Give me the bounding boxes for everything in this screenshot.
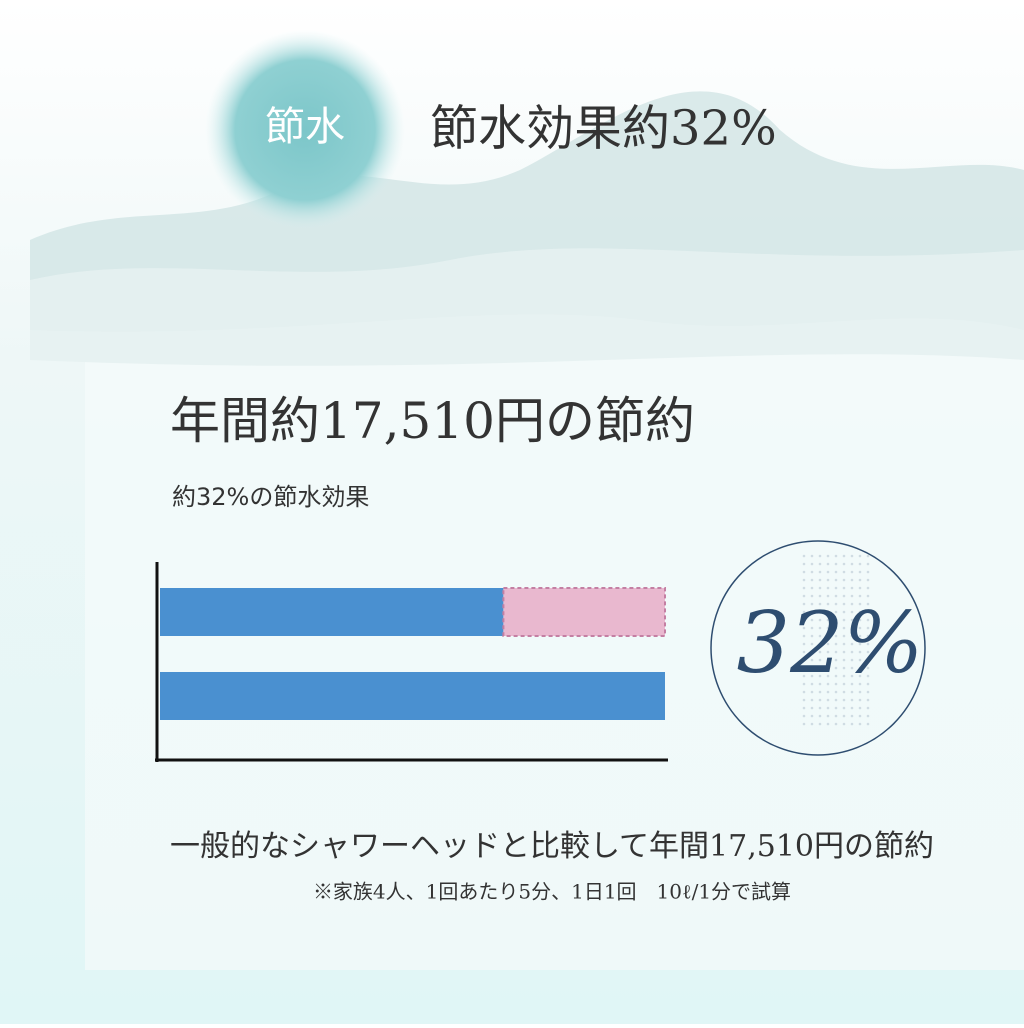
chart-title: 年間約17,510円の節約 — [170, 392, 695, 450]
badge-circle — [205, 30, 405, 230]
heading: 節水効果約32% — [430, 101, 777, 157]
arrow-pattern — [800, 550, 870, 730]
badge-text: 節水 — [265, 104, 345, 150]
water-wave — [30, 248, 1024, 366]
annotation: 32% — [737, 594, 924, 692]
footer-note: ※家族4人、1回あたり5分、1日1回 10ℓ/1分で試算 — [313, 880, 791, 904]
annotation-circle — [710, 540, 926, 756]
bar — [160, 672, 665, 720]
bar — [502, 587, 666, 637]
chart-subtitle: 約32%の節水効果 — [172, 483, 369, 511]
footer-text: 一般的なシャワーヘッドと比較して年間17,510円の節約 — [170, 829, 934, 864]
bar — [160, 588, 504, 636]
